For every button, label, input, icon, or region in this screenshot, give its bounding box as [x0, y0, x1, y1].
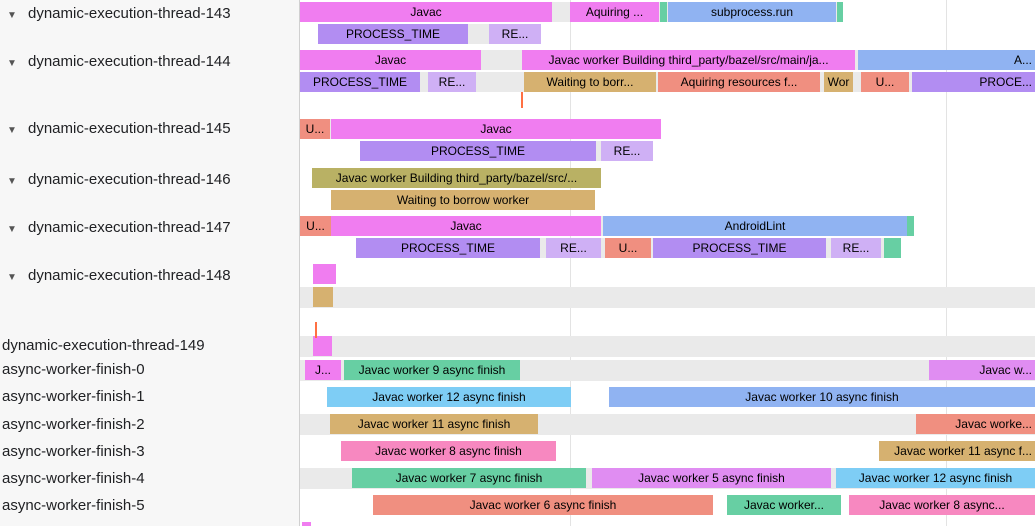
sidebar-row[interactable]: async-worker-finish-0 [0, 361, 300, 379]
trace-event-slice[interactable]: RE... [428, 72, 476, 92]
trace-event-slice[interactable]: U... [605, 238, 651, 258]
sidebar-row[interactable]: ▼ dynamic-execution-thread-145 [0, 120, 300, 138]
trace-event-slice[interactable]: RE... [546, 238, 601, 258]
trace-event-slice[interactable]: Javac worker Building third_party/bazel/… [522, 50, 855, 70]
trace-event-slice[interactable]: Javac worker 10 async finish [609, 387, 1035, 407]
thread-name-label: async-worker-finish-1 [2, 388, 145, 405]
track-background [300, 287, 1035, 308]
collapse-arrow-icon[interactable]: ▼ [7, 224, 17, 235]
trace-event-slice[interactable]: Javac worker 8 async finish [341, 441, 556, 461]
trace-event-slice[interactable]: A... [858, 50, 1035, 70]
thread-name-label: dynamic-execution-thread-148 [28, 267, 231, 284]
trace-event-slice[interactable]: Javac worker 5 async finish [592, 468, 831, 488]
trace-event-slice[interactable] [313, 264, 336, 284]
trace-event-slice[interactable]: Wor [824, 72, 853, 92]
sidebar-row[interactable]: async-worker-finish-1 [0, 388, 300, 406]
track-background [300, 336, 1035, 357]
trace-event-slice[interactable]: subprocess.run [668, 2, 836, 22]
sidebar-row[interactable]: ▼ dynamic-execution-thread-147 [0, 219, 300, 237]
thread-name-label: dynamic-execution-thread-149 [2, 337, 205, 354]
trace-event-slice[interactable]: Javac worker 8 async... [849, 495, 1035, 515]
thread-name-label: async-worker-finish-2 [2, 416, 145, 433]
trace-event-slice[interactable]: PROCESS_TIME [356, 238, 540, 258]
collapse-arrow-icon[interactable]: ▼ [7, 125, 17, 136]
trace-event-slice[interactable]: Javac [331, 216, 601, 236]
trace-event-slice[interactable]: Javac worker 11 async f... [879, 441, 1035, 461]
trace-event-slice[interactable] [313, 287, 333, 307]
trace-event-slice[interactable]: Javac worker 12 async finish [327, 387, 571, 407]
thread-name-label: async-worker-finish-0 [2, 361, 145, 378]
sidebar-row[interactable]: async-worker-finish-3 [0, 443, 300, 461]
trace-event-slice[interactable]: Javac worker 11 async finish [330, 414, 538, 434]
timeline[interactable]: Javac Aquiring ... subprocess.run PROCESS_T… [300, 0, 1035, 526]
trace-event-slice[interactable]: RE... [601, 141, 653, 161]
trace-event-slice[interactable] [302, 522, 311, 526]
thread-name-label: async-worker-finish-3 [2, 443, 145, 460]
trace-event-slice[interactable]: Javac w... [929, 360, 1035, 380]
trace-event-slice[interactable] [313, 336, 332, 356]
trace-event-slice[interactable]: Aquiring ... [570, 2, 659, 22]
trace-event-slice[interactable]: Javac worker 6 async finish [373, 495, 713, 515]
collapse-arrow-icon[interactable]: ▼ [7, 176, 17, 187]
trace-event-slice[interactable]: U... [300, 119, 330, 139]
sidebar-row[interactable]: ▼ dynamic-execution-thread-148 [0, 267, 300, 285]
sidebar-row[interactable]: async-worker-finish-2 [0, 416, 300, 434]
time-gridline [570, 0, 571, 526]
thread-name-label: dynamic-execution-thread-147 [28, 219, 231, 236]
collapse-arrow-icon[interactable]: ▼ [7, 58, 17, 69]
time-gridline [946, 0, 947, 526]
thread-name-label: async-worker-finish-5 [2, 497, 145, 514]
trace-event-slice[interactable] [660, 2, 667, 22]
thread-name-label: dynamic-execution-thread-143 [28, 5, 231, 22]
trace-event-slice[interactable]: AndroidLint [603, 216, 907, 236]
sidebar-row[interactable]: ▼ dynamic-execution-thread-146 [0, 171, 300, 189]
trace-event-slice[interactable]: Javac worker 7 async finish [352, 468, 586, 488]
trace-event-slice[interactable]: PROCESS_TIME [653, 238, 826, 258]
trace-event-slice[interactable]: Javac worker Building third_party/bazel/… [312, 168, 601, 188]
thread-name-label: async-worker-finish-4 [2, 470, 145, 487]
trace-event-slice[interactable]: Aquiring resources f... [658, 72, 820, 92]
sidebar-row[interactable]: ▼ dynamic-execution-thread-143 [0, 5, 300, 23]
sidebar-row[interactable]: async-worker-finish-5 [0, 497, 300, 515]
trace-event-slice[interactable] [884, 238, 901, 258]
trace-event-slice[interactable]: RE... [489, 24, 541, 44]
trace-event-slice[interactable] [837, 2, 843, 22]
sidebar-row[interactable]: async-worker-finish-4 [0, 470, 300, 488]
trace-event-slice[interactable] [907, 216, 914, 236]
collapse-arrow-icon[interactable]: ▼ [7, 272, 17, 283]
sidebar-row[interactable]: ▼ dynamic-execution-thread-144 [0, 53, 300, 71]
trace-event-slice[interactable]: Javac worke... [916, 414, 1035, 434]
trace-event-slice[interactable]: PROCESS_TIME [360, 141, 596, 161]
thread-name-label: dynamic-execution-thread-145 [28, 120, 231, 137]
trace-event-slice[interactable]: Waiting to borr... [524, 72, 656, 92]
trace-event-slice[interactable]: U... [300, 216, 331, 236]
trace-event-slice[interactable]: U... [861, 72, 909, 92]
trace-event-slice[interactable]: Javac [300, 50, 481, 70]
trace-event-slice[interactable]: Javac [300, 2, 552, 22]
trace-event-slice[interactable]: Javac [331, 119, 661, 139]
trace-event-slice[interactable]: PROCE... [912, 72, 1035, 92]
trace-event-slice[interactable]: RE... [831, 238, 881, 258]
flow-event-tick [315, 322, 317, 338]
trace-event-slice[interactable]: PROCESS_TIME [318, 24, 468, 44]
collapse-arrow-icon[interactable]: ▼ [7, 10, 17, 21]
trace-event-slice[interactable]: PROCESS_TIME [300, 72, 420, 92]
thread-name-label: dynamic-execution-thread-144 [28, 53, 231, 70]
trace-event-slice[interactable]: Javac worker 9 async finish [344, 360, 520, 380]
thread-name-label: dynamic-execution-thread-146 [28, 171, 231, 188]
flow-event-tick [521, 92, 523, 108]
sidebar: ▼ dynamic-execution-thread-143 ▼ dynamic-ex… [0, 0, 300, 526]
sidebar-row[interactable]: dynamic-execution-thread-149 [0, 337, 300, 355]
trace-event-slice[interactable]: Javac worker... [727, 495, 841, 515]
trace-event-slice[interactable]: Javac worker 12 async finish [836, 468, 1035, 488]
trace-event-slice[interactable]: Waiting to borrow worker [331, 190, 595, 210]
trace-event-slice[interactable]: J... [305, 360, 341, 380]
